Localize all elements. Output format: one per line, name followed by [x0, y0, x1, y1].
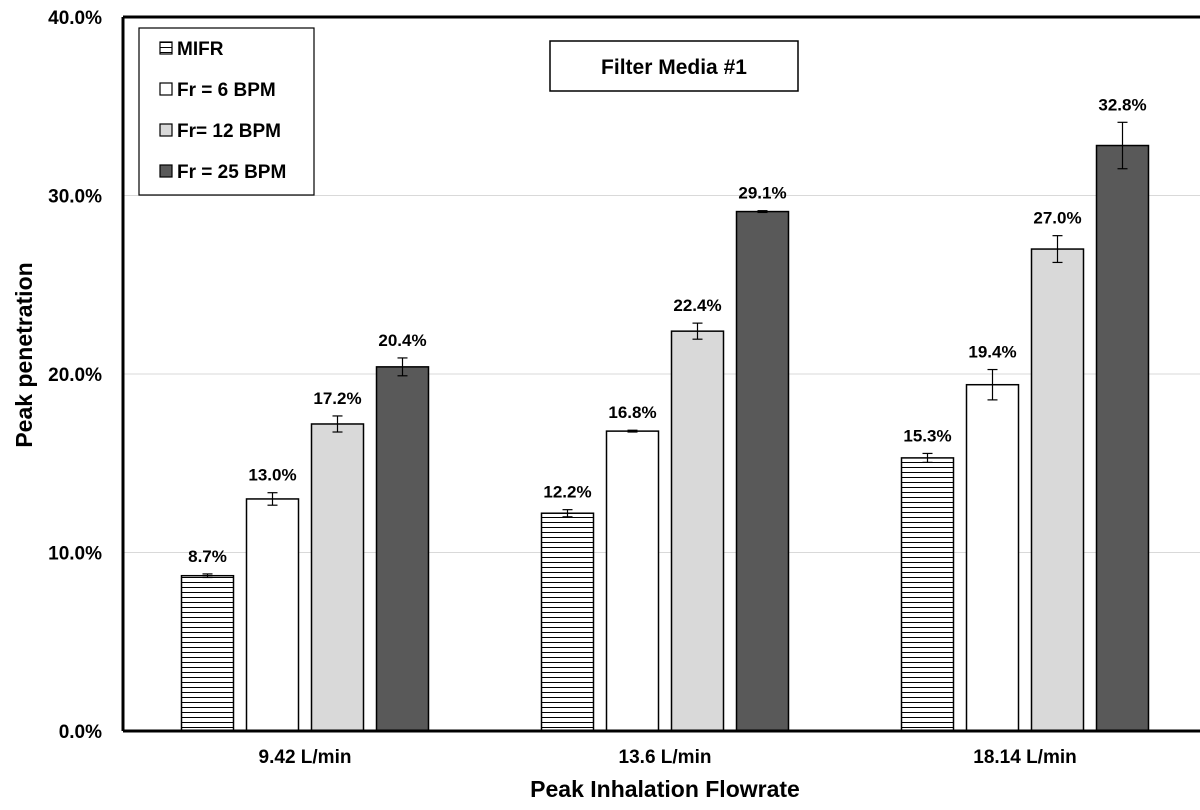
error-bar	[202, 573, 213, 579]
data-label: 16.8%	[608, 403, 656, 422]
bar	[180, 574, 235, 732]
data-label: 22.4%	[673, 296, 721, 315]
bar	[1095, 144, 1150, 732]
bar	[900, 457, 955, 732]
legend-swatch	[159, 82, 173, 96]
error-bar	[562, 509, 573, 518]
legend-swatch	[159, 123, 173, 137]
x-tick-label: 9.42 L/min	[259, 747, 352, 768]
legend-label: Fr= 12 BPM	[177, 121, 281, 142]
data-label: 12.2%	[543, 483, 591, 502]
chart-title-box: Filter Media #1	[549, 40, 799, 92]
bar	[540, 512, 595, 732]
bar	[670, 330, 725, 732]
data-label: 13.0%	[248, 466, 296, 485]
error-bar	[692, 322, 703, 340]
data-label: 32.8%	[1098, 95, 1146, 114]
x-tick-label: 13.6 L/min	[619, 747, 712, 768]
y-tick-label: 30.0%	[48, 187, 102, 208]
y-tick-label: 10.0%	[48, 544, 102, 565]
error-bar	[757, 210, 768, 214]
error-bar	[267, 492, 278, 506]
error-bar	[627, 429, 638, 433]
legend-label: Fr = 25 BPM	[177, 162, 286, 183]
bar	[245, 498, 300, 732]
bar	[375, 366, 430, 732]
labels: 0.0% 10.0% 20.0% 30.0% 40.0% 8.7% 12.2% 15.3% 13…	[48, 8, 1146, 768]
legend-swatch	[159, 41, 173, 55]
error-bar	[1117, 121, 1128, 170]
error-bar	[922, 452, 933, 463]
data-label: 29.1%	[738, 184, 786, 203]
data-label: 15.3%	[903, 426, 951, 445]
error-bar	[987, 368, 998, 401]
bar	[1030, 248, 1085, 732]
error-bar	[397, 357, 408, 377]
bar	[605, 430, 660, 732]
chart-title: Filter Media #1	[601, 56, 747, 79]
bar	[310, 423, 365, 732]
bars	[180, 121, 1150, 732]
legend-label: Fr = 6 BPM	[177, 80, 276, 101]
legend-swatch	[159, 164, 173, 178]
bar	[965, 383, 1020, 732]
y-tick-label: 40.0%	[48, 8, 102, 29]
data-label: 19.4%	[968, 343, 1016, 362]
legend-label: MIFR	[177, 39, 224, 60]
data-label: 27.0%	[1033, 209, 1081, 228]
bar	[735, 210, 790, 732]
error-bar	[1052, 235, 1063, 264]
x-axis-title: Peak Inhalation Flowrate	[530, 776, 800, 802]
error-bar	[332, 415, 343, 433]
x-tick-label: 18.14 L/min	[973, 747, 1077, 768]
y-tick-label: 20.0%	[48, 365, 102, 386]
data-label: 17.2%	[313, 389, 361, 408]
y-tick-label: 0.0%	[59, 722, 102, 743]
legend: MIFR Fr = 6 BPM Fr= 12 BPM Fr = 25 BPM	[138, 27, 315, 196]
y-axis-title: Peak penetration	[11, 262, 37, 447]
data-label: 20.4%	[378, 331, 426, 350]
axes	[121, 15, 1200, 733]
chart-title-frame	[549, 40, 799, 92]
data-label: 8.7%	[188, 547, 227, 566]
